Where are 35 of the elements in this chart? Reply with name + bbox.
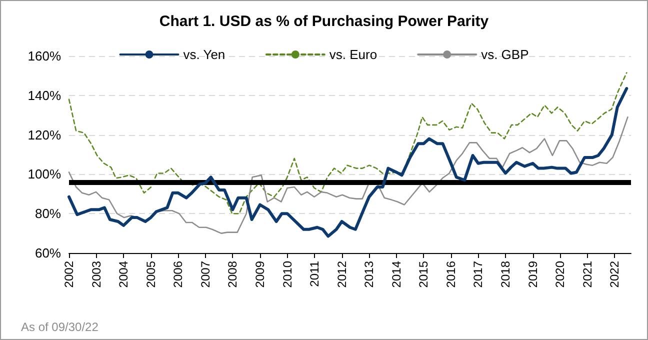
x-tick-label: 2022 — [608, 260, 622, 288]
x-tick-label: 2003 — [89, 260, 104, 288]
x-tick-label: 2010 — [280, 260, 294, 288]
x-tick-label: 2014 — [389, 260, 404, 288]
x-tick-label: 2012 — [334, 260, 349, 288]
x-tick-label: 2021 — [580, 260, 594, 288]
x-tick-label: 2007 — [198, 260, 212, 288]
x-tick-label: 2013 — [362, 260, 376, 288]
x-tick-label: 2009 — [252, 260, 267, 288]
x-tick-label: 2019 — [526, 260, 540, 288]
x-tick-label: 2017 — [471, 260, 486, 288]
y-tick-label: 80% — [34, 206, 62, 222]
x-tick-label: 2008 — [226, 260, 240, 288]
x-tick-label: 2004 — [116, 260, 131, 288]
x-tick-label: 2002 — [62, 260, 76, 288]
x-tick-label: 2015 — [416, 260, 431, 288]
y-tick-label: 140% — [28, 88, 62, 103]
y-tick-label: 160% — [28, 48, 62, 64]
x-tick-label: 2011 — [308, 260, 322, 287]
legend-label: vs. Yen — [183, 47, 226, 62]
legend-label: vs. Euro — [329, 47, 378, 62]
x-tick-label: 2005 — [144, 260, 158, 288]
text: As of 09/30/22 — [21, 320, 99, 334]
line-series — [68, 116, 628, 234]
x-tick-label: 2016 — [444, 260, 458, 288]
legend-label: vs. GBP — [481, 47, 529, 62]
chart-title: Chart 1. USD as % of Purchasing Power Parity — [159, 13, 490, 30]
line-series — [68, 87, 628, 238]
x-tick-label: 2006 — [171, 260, 186, 288]
x-tick-label: 2018 — [498, 260, 513, 288]
y-tick-label: 60% — [34, 246, 62, 260]
y-tick-label: 120% — [28, 127, 62, 142]
line-series — [68, 72, 628, 214]
x-tick-label: 2020 — [553, 260, 568, 288]
y-tick-label: 100% — [28, 166, 62, 182]
